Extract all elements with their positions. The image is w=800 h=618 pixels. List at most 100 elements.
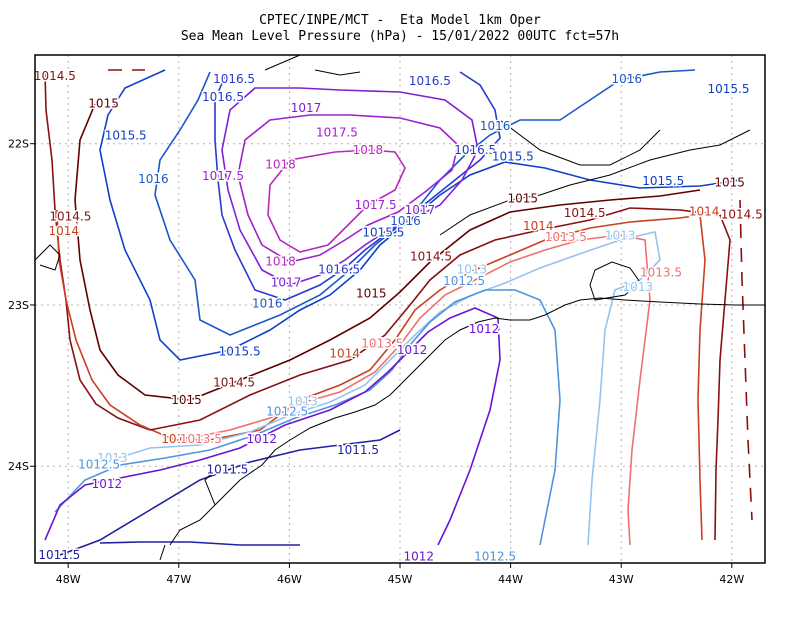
contour-label: 1016: [390, 214, 421, 228]
contour-label: 1014.5: [410, 250, 452, 264]
contour-label: 1018: [265, 254, 296, 268]
contour-label: 1015.5: [105, 129, 147, 143]
isobar-1013-5: [179, 234, 651, 546]
contour-label: 1011.5: [38, 548, 80, 562]
contour-label: 1011.5: [337, 443, 379, 457]
isobar-1016: [154, 69, 696, 336]
contour-label: 1018: [353, 143, 384, 157]
contour-label: 1014: [689, 204, 720, 218]
contour-label: 1017.5: [316, 125, 358, 139]
coastline: [34, 54, 765, 561]
contour-label: 1014: [48, 224, 79, 238]
title-line-2: Sea Mean Level Pressure (hPa) - 15/01/20…: [180, 29, 620, 44]
isobar-1014-5-central: [149, 207, 731, 541]
contour-label: 1013: [605, 229, 636, 243]
contour-label: 1013.5: [640, 266, 682, 280]
isobar-contours: [44, 69, 753, 556]
contour-label: 1016: [611, 72, 642, 86]
contour-label: 1012.5: [266, 404, 308, 418]
contour-label: 1016: [252, 296, 283, 310]
contour-label: 1017.5: [202, 169, 244, 183]
contour-label: 1016.5: [454, 143, 496, 157]
contour-label: 1015: [507, 192, 538, 206]
contour-label: 1014: [523, 219, 554, 233]
state-border-west: [34, 244, 216, 561]
isobar-1018: [267, 149, 406, 253]
isobar-1011-5: [59, 429, 401, 556]
contour-label: 1017.5: [355, 198, 397, 212]
contour-label: 1014.5: [721, 208, 763, 222]
isobar-1012-5: [54, 289, 561, 546]
y-tick-label: 23S: [8, 299, 29, 312]
contour-label: 1013: [287, 395, 318, 409]
contour-label: 1014: [161, 432, 192, 446]
contour-label: 1015.5: [492, 150, 534, 164]
coastline-bay: [589, 261, 641, 301]
contour-label: 1016: [480, 119, 511, 133]
x-tick-label: 48W: [56, 573, 81, 586]
isobar-1012: [44, 307, 501, 546]
isobar-1013: [104, 231, 661, 546]
x-tick-label: 44W: [498, 573, 523, 586]
contour-label: 1015.5: [219, 345, 261, 359]
y-tick-label: 22S: [8, 138, 29, 151]
x-tick-label: 47W: [166, 573, 191, 586]
contour-label: 1016.5: [409, 74, 451, 88]
x-tick-label: 42W: [719, 573, 744, 586]
contour-label: 1015: [88, 96, 119, 110]
isobar-1014-central: [259, 214, 706, 541]
contour-label: 1015: [171, 393, 202, 407]
contour-label: 1017: [271, 275, 302, 289]
x-tick-label: 46W: [277, 573, 302, 586]
axis-ticks: 48W 47W 46W 45W 44W 43W 42W 22S 23S 24S: [8, 138, 744, 586]
isobar-1017: [221, 87, 479, 286]
isobar-1017-5: [237, 114, 459, 263]
x-tick-label: 43W: [609, 573, 634, 586]
contour-label: 1014.5: [34, 69, 76, 83]
contour-label: 1013: [623, 280, 654, 294]
contour-label: 1011.5: [206, 462, 248, 476]
contour-label: 1012: [246, 432, 277, 446]
contour-label: 1015.5: [708, 82, 750, 96]
x-tick-label: 45W: [388, 573, 413, 586]
coastline-main: [169, 297, 765, 546]
contour-label: 1013.5: [361, 337, 403, 351]
contour-label: 1012: [469, 322, 500, 336]
contour-label: 1014.5: [49, 209, 91, 223]
contour-label: 1015: [714, 175, 745, 189]
contour-label: 1016.5: [202, 90, 244, 104]
isobar-1016-5: [214, 71, 501, 301]
state-border: [264, 54, 751, 236]
isobar-1014-5-east-edge: [739, 199, 753, 521]
contour-label: 1016.5: [318, 262, 360, 276]
contour-label: 1012: [397, 343, 428, 357]
contour-label: 1012: [92, 477, 123, 491]
contour-label: 1015.5: [642, 174, 684, 188]
contour-label: 1018: [265, 158, 296, 172]
isobar-1014-5-west: [44, 71, 151, 431]
contour-label: 1013.5: [545, 230, 587, 244]
map-title: CPTEC/INPE/MCT - Eta Model 1km Oper Sea M…: [0, 13, 800, 45]
contour-label: 1014: [329, 346, 360, 360]
contour-label: 1014.5: [213, 375, 255, 389]
contour-label: 1017: [405, 203, 436, 217]
contour-label: 1012.5: [443, 274, 485, 288]
isobar-1015-5: [99, 69, 741, 361]
contour-label: 1016.5: [213, 72, 255, 86]
contour-label: 1015.5: [362, 225, 404, 239]
isobar-1014-west: [56, 209, 261, 441]
contour-label: 1012: [404, 550, 435, 564]
contour-labels: 1014.510151015.510161014.510141016.51016…: [32, 67, 764, 565]
contour-label: 1012.5: [78, 458, 120, 472]
contour-label: 1016: [138, 172, 169, 186]
y-tick-label: 24S: [8, 460, 29, 473]
contour-label: 1013: [457, 262, 488, 276]
contour-label: 1015: [356, 287, 387, 301]
contour-label: 1017: [291, 101, 322, 115]
title-line-1: CPTEC/INPE/MCT - Eta Model 1km Oper: [259, 13, 541, 28]
contour-label: 1013.5: [180, 432, 222, 446]
isobar-1015-west: [74, 103, 701, 401]
contour-label: 1012.5: [474, 550, 516, 564]
contour-label: 1014.5: [564, 206, 606, 220]
